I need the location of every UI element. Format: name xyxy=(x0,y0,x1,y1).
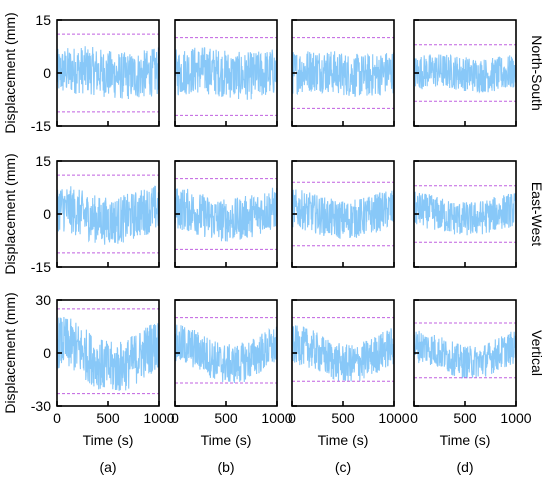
x-tick-label: 1000 xyxy=(261,410,292,426)
x-tick-label: 500 xyxy=(453,410,477,426)
x-tick-label: 500 xyxy=(331,410,355,426)
row-title: North-South xyxy=(529,35,545,110)
row-title: Vertical xyxy=(529,330,545,376)
y-axis-title: Displacement (mm) xyxy=(2,12,18,133)
series-line xyxy=(292,325,394,382)
y-tick-label: 0 xyxy=(43,65,51,81)
series-line xyxy=(57,184,159,245)
y-axis-title: Displacement (mm) xyxy=(2,153,18,274)
x-tick-label: 1000 xyxy=(378,410,409,426)
y-tick-label: 15 xyxy=(35,12,51,28)
x-tick-label: 500 xyxy=(214,410,238,426)
x-tick-label: 1000 xyxy=(500,410,531,426)
series-line xyxy=(175,324,277,384)
row-title: East-West xyxy=(529,182,545,246)
x-axis-title: Time (s) xyxy=(201,432,252,448)
panel-label: (b) xyxy=(217,459,234,475)
y-tick-label: 30 xyxy=(35,292,51,308)
panel-label: (a) xyxy=(99,459,116,475)
panel-label: (d) xyxy=(456,459,473,475)
x-tick-label: 1000 xyxy=(143,410,174,426)
x-tick-label: 0 xyxy=(53,410,61,426)
y-tick-label: -15 xyxy=(31,118,51,134)
y-tick-label: -30 xyxy=(31,398,51,414)
y-tick-label: 0 xyxy=(43,345,51,361)
series-line xyxy=(414,53,516,94)
series-line xyxy=(175,47,277,100)
series-line xyxy=(57,46,159,100)
x-axis-title: Time (s) xyxy=(440,432,491,448)
y-tick-label: 15 xyxy=(35,153,51,169)
x-tick-label: 0 xyxy=(171,410,179,426)
y-axis-title: Displacement (mm) xyxy=(2,292,18,413)
x-axis-title: Time (s) xyxy=(83,432,134,448)
panel-label: (c) xyxy=(335,459,351,475)
x-axis-title: Time (s) xyxy=(318,432,369,448)
y-tick-label: -15 xyxy=(31,259,51,275)
series-line xyxy=(57,316,159,391)
series-line xyxy=(292,189,394,239)
series-line xyxy=(414,330,516,380)
series-line xyxy=(292,51,394,97)
series-line xyxy=(175,187,277,242)
x-tick-label: 0 xyxy=(410,410,418,426)
x-tick-label: 0 xyxy=(288,410,296,426)
series-line xyxy=(414,191,516,236)
x-tick-label: 500 xyxy=(96,410,120,426)
y-tick-label: 0 xyxy=(43,206,51,222)
